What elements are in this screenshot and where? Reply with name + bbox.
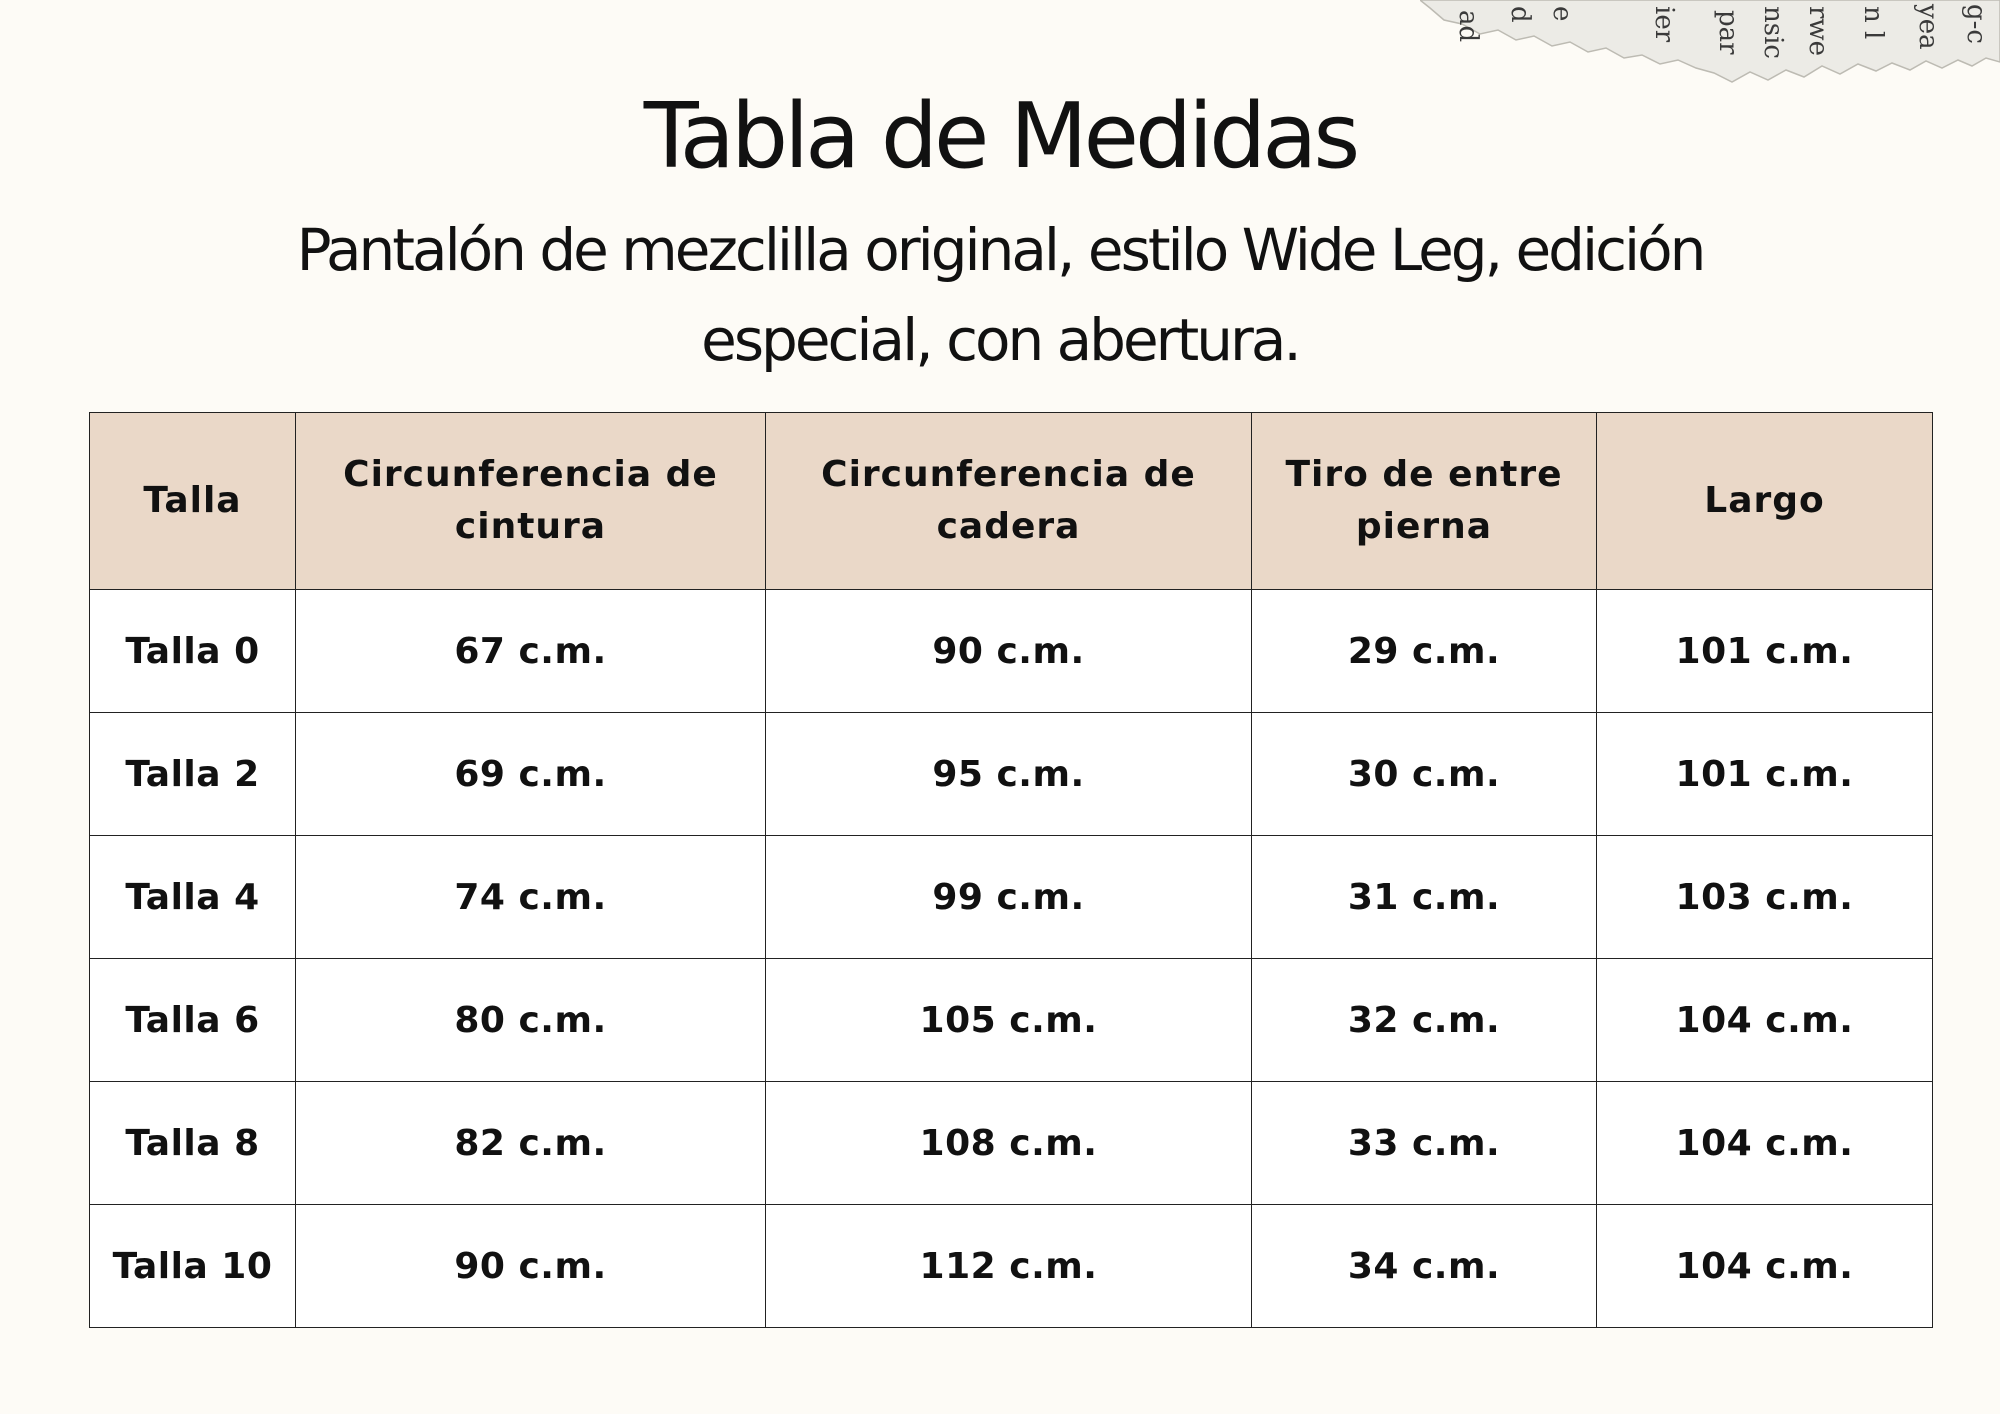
cell-cadera: 108 c.m. [765, 1081, 1252, 1205]
cell-largo: 103 c.m. [1596, 835, 1933, 959]
table-row: Talla 8 82 c.m. 108 c.m. 33 c.m. 104 c.m… [89, 1081, 1933, 1205]
scrap-word-8: n l [1858, 6, 1888, 39]
cell-talla: Talla 6 [89, 958, 296, 1082]
scrap-word-4: ier [1649, 6, 1679, 43]
table-row: Talla 2 69 c.m. 95 c.m. 30 c.m. 101 c.m. [89, 712, 1933, 836]
cell-cintura: 82 c.m. [295, 1081, 766, 1205]
cell-cadera: 90 c.m. [765, 589, 1252, 713]
scrap-word-9: yea [1913, 3, 1943, 50]
cell-cintura: 80 c.m. [295, 958, 766, 1082]
cell-tiro: 29 c.m. [1251, 589, 1597, 713]
column-header-cadera: Circunferencia de cadera [765, 412, 1252, 590]
table-header-row: Talla Circunferencia de cintura Circunfe… [89, 412, 1933, 590]
scrap-word-5: par [1713, 10, 1743, 55]
scrap-word-7: rwe [1803, 6, 1833, 56]
torn-newspaper-decoration: ad d e ier par nsic rwe n l yea g-c [1420, 0, 2000, 83]
cell-largo: 101 c.m. [1596, 589, 1933, 713]
cell-talla: Talla 2 [89, 712, 296, 836]
scrap-word-3: e [1547, 6, 1577, 21]
cell-tiro: 32 c.m. [1251, 958, 1597, 1082]
cell-talla: Talla 4 [89, 835, 296, 959]
cell-largo: 104 c.m. [1596, 958, 1933, 1082]
cell-talla: Talla 8 [89, 1081, 296, 1205]
column-header-talla: Talla [89, 412, 296, 590]
cell-talla: Talla 0 [89, 589, 296, 713]
cell-largo: 104 c.m. [1596, 1204, 1933, 1328]
column-header-cintura: Circunferencia de cintura [295, 412, 766, 590]
cell-cintura: 74 c.m. [295, 835, 766, 959]
cell-talla: Talla 10 [89, 1204, 296, 1328]
table-row: Talla 4 74 c.m. 99 c.m. 31 c.m. 103 c.m. [89, 835, 1933, 959]
column-header-largo: Largo [1596, 412, 1933, 590]
cell-cadera: 112 c.m. [765, 1204, 1252, 1328]
cell-cadera: 105 c.m. [765, 958, 1252, 1082]
size-table: Talla Circunferencia de cintura Circunfe… [89, 412, 1933, 1328]
scrap-word-1: ad [1453, 10, 1483, 42]
cell-cintura: 67 c.m. [295, 589, 766, 713]
cell-tiro: 31 c.m. [1251, 835, 1597, 959]
scrap-word-2: d [1505, 6, 1535, 23]
cell-cadera: 99 c.m. [765, 835, 1252, 959]
cell-tiro: 33 c.m. [1251, 1081, 1597, 1205]
cell-largo: 101 c.m. [1596, 712, 1933, 836]
cell-tiro: 30 c.m. [1251, 712, 1597, 836]
cell-cintura: 90 c.m. [295, 1204, 766, 1328]
scrap-word-10: g-c [1961, 4, 1991, 44]
table-row: Talla 6 80 c.m. 105 c.m. 32 c.m. 104 c.m… [89, 958, 1933, 1082]
table-row: Talla 10 90 c.m. 112 c.m. 34 c.m. 104 c.… [89, 1204, 1933, 1328]
table-row: Talla 0 67 c.m. 90 c.m. 29 c.m. 101 c.m. [89, 589, 1933, 713]
cell-largo: 104 c.m. [1596, 1081, 1933, 1205]
cell-tiro: 34 c.m. [1251, 1204, 1597, 1328]
cell-cintura: 69 c.m. [295, 712, 766, 836]
column-header-tiro: Tiro de entre pierna [1251, 412, 1597, 590]
cell-cadera: 95 c.m. [765, 712, 1252, 836]
page-title: Tabla de Medidas [643, 84, 1361, 189]
page-subtitle: Pantalón de mezclilla original, estilo W… [296, 216, 1707, 374]
scrap-word-6: nsic [1758, 6, 1788, 59]
